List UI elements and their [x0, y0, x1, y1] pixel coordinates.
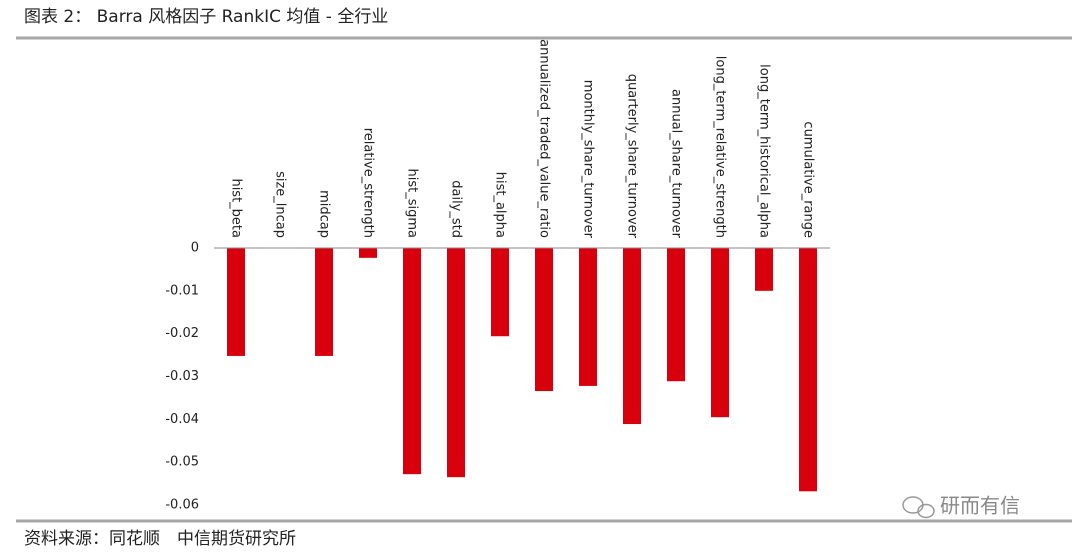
x-tick-label: monthly_share_turnover — [581, 80, 596, 239]
x-tick-label: cumulative_range — [801, 121, 816, 238]
x-tick-label: annual_share_turnover — [669, 89, 684, 239]
chart-title: 图表 2： Barra 风格因子 RankIC 均值 - 全行业 — [24, 7, 388, 27]
y-tick-label: -0.02 — [165, 326, 199, 341]
bar — [711, 248, 729, 418]
bar — [447, 248, 465, 478]
y-tick-label: -0.06 — [165, 498, 199, 513]
bar — [535, 248, 553, 392]
bar — [799, 248, 817, 492]
bar — [755, 248, 773, 291]
source: 资料来源：同花顺 中信期货研究所 — [24, 529, 296, 549]
x-tick-label: midcap — [317, 190, 332, 238]
x-tick-label: size_lncap — [273, 171, 288, 238]
y-tick-label: 0 — [191, 241, 199, 256]
bar — [579, 248, 597, 386]
bar — [227, 248, 245, 356]
y-tick-label: -0.05 — [165, 455, 199, 470]
bar — [623, 248, 641, 425]
x-tick-label: hist_beta — [229, 178, 244, 238]
watermark: 研而有信 — [940, 494, 1020, 518]
x-tick-label: annualized_traded_value_ratio — [537, 39, 552, 238]
bar — [315, 248, 333, 356]
bar — [667, 248, 685, 382]
x-tick-label: long_term_historical_alpha — [757, 64, 772, 238]
y-tick-label: -0.01 — [165, 283, 199, 298]
x-tick-label: daily_std — [449, 180, 464, 238]
bar — [491, 248, 509, 337]
bar — [359, 248, 377, 258]
x-tick-label: hist_sigma — [405, 169, 420, 239]
y-tick-label: -0.03 — [165, 369, 199, 384]
x-tick-label: quarterly_share_turnover — [625, 74, 640, 239]
watermark-icon — [902, 496, 935, 519]
y-tick-label: -0.04 — [165, 412, 199, 427]
x-tick-label: relative_strength — [361, 128, 376, 238]
x-tick-label: long_term_relative_strength — [713, 56, 728, 238]
bar — [403, 248, 421, 475]
x-tick-label: hist_alpha — [493, 172, 508, 238]
